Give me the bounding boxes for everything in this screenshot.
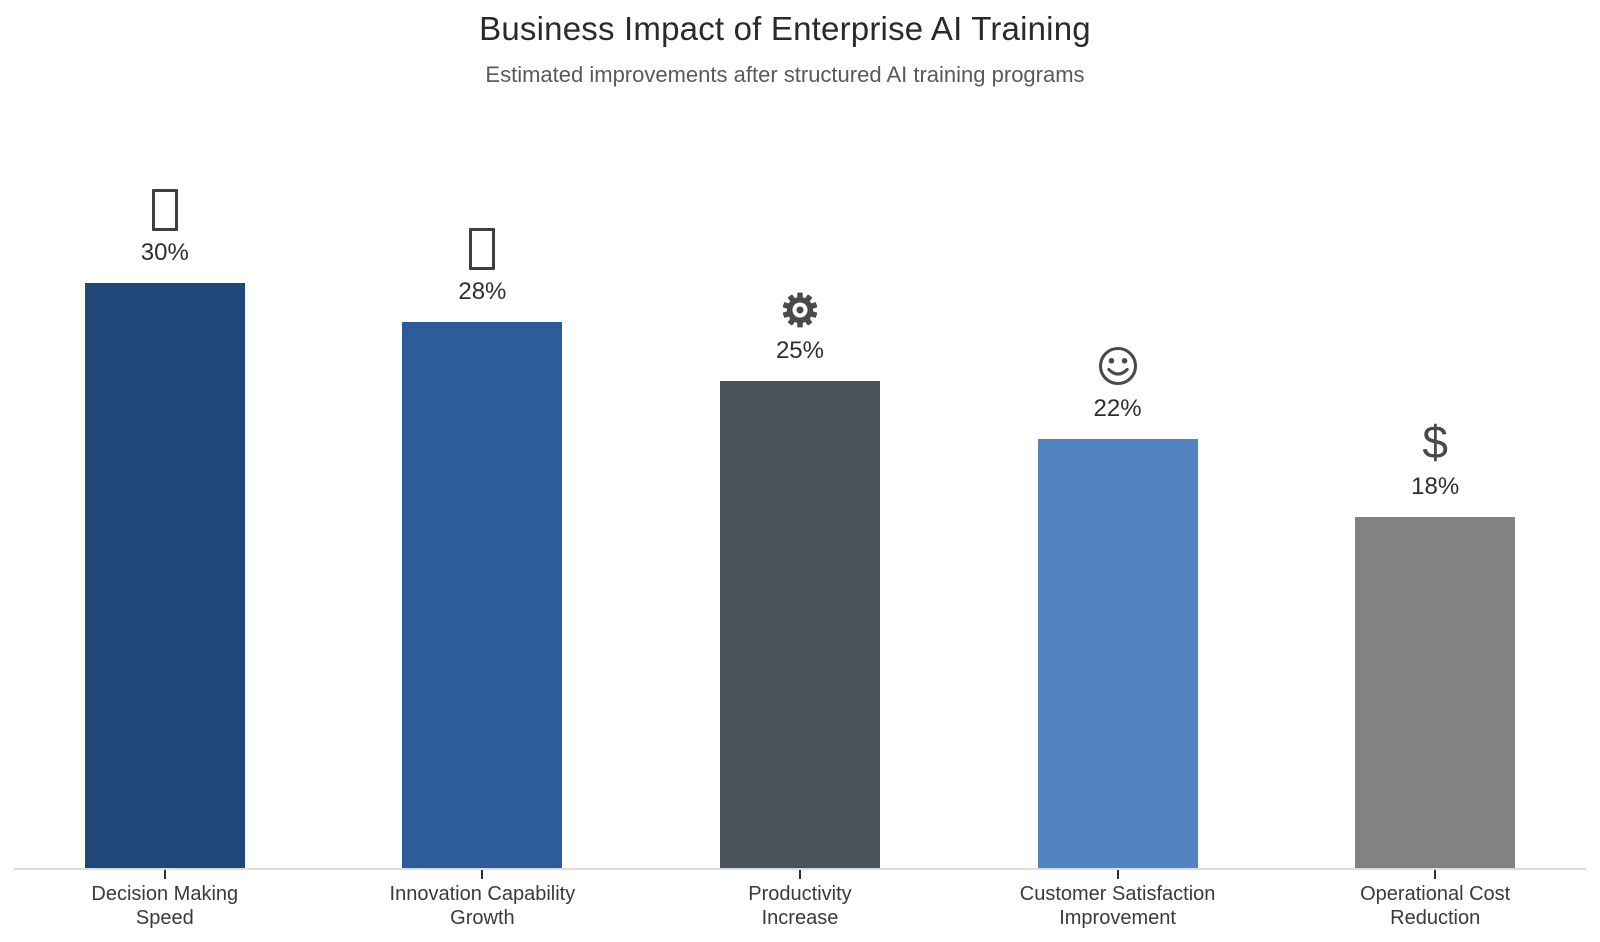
- bar: [719, 380, 880, 868]
- smiley-face-icon: [1098, 346, 1137, 386]
- bar-value-label: 18%: [1411, 473, 1460, 500]
- bar: [1355, 517, 1516, 868]
- gear-icon: [782, 292, 818, 327]
- missing-glyph-icon: [469, 228, 496, 270]
- chart-subtitle: Estimated improvements after structured …: [485, 62, 1085, 87]
- bar: [84, 283, 245, 868]
- bar-category-label: Customer Satisfaction Improvement: [1019, 883, 1216, 929]
- bar: [402, 322, 563, 868]
- icon-slot: $: [1422, 419, 1448, 465]
- icon-slot: [151, 189, 178, 231]
- bar-category-label: Operational Cost Reduction: [1360, 883, 1511, 929]
- bar-column: 22%: [959, 0, 1277, 868]
- dollar-sign-icon: $: [1422, 416, 1448, 468]
- axis-tick: [163, 870, 166, 879]
- missing-glyph-icon: [151, 189, 178, 231]
- icon-slot: [781, 291, 819, 329]
- bar: [1037, 439, 1198, 868]
- bar-column: 28%: [324, 0, 642, 868]
- x-axis-labels: Decision Making Speed Innovation Capabil…: [6, 882, 1594, 930]
- bar-value-label: 28%: [458, 278, 507, 305]
- bar-value-label: 25%: [775, 336, 824, 364]
- plot-area: 30% 28%: [6, 0, 1594, 868]
- bar-value-label: 30%: [140, 239, 189, 266]
- axis-tick: [1116, 870, 1119, 879]
- axis-tick: [1434, 870, 1437, 879]
- icon-slot: [469, 228, 496, 270]
- bar-column: 30%: [6, 0, 324, 868]
- chart-title: Business Impact of Enterprise AI Trainin…: [479, 10, 1091, 47]
- axis-tick: [481, 870, 484, 879]
- x-axis-line: [14, 868, 1586, 870]
- axis-tick: [798, 870, 801, 879]
- bar-category-label: Decision Making Speed: [91, 883, 239, 929]
- icon-slot: [1097, 345, 1139, 387]
- bar-value-label: 22%: [1093, 395, 1142, 422]
- bar-column: $ 18%: [1276, 0, 1594, 868]
- bar-category-label: Innovation Capability Growth: [389, 883, 576, 929]
- bar-column: 25%: [641, 0, 959, 868]
- x-axis-ticks: [6, 870, 1594, 879]
- bar-category-label: Productivity Increase: [748, 883, 852, 929]
